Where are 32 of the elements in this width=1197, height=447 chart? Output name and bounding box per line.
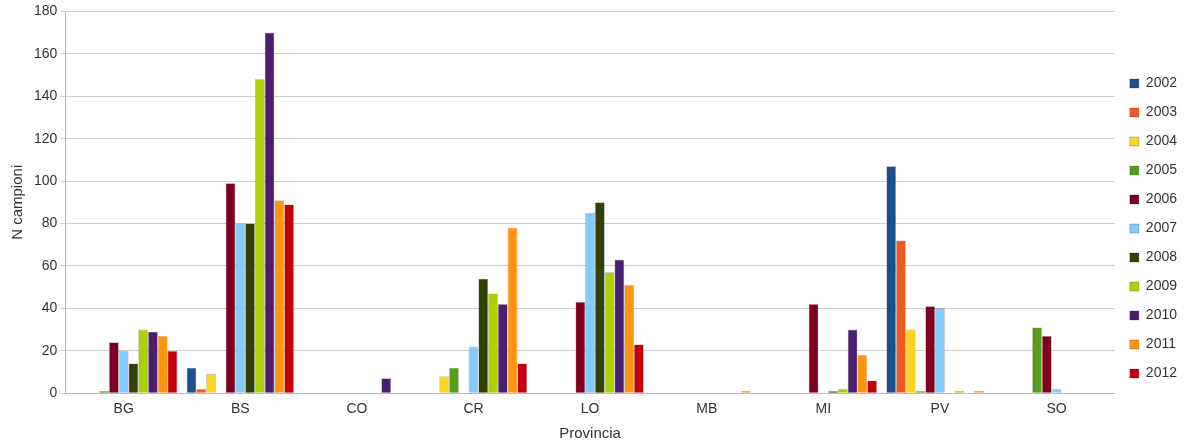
x-tick-label: SO bbox=[1046, 400, 1067, 417]
x-axis-title: Provincia bbox=[559, 424, 622, 442]
y-tick-label: 120 bbox=[34, 129, 58, 146]
y-tick-label: 140 bbox=[34, 87, 58, 104]
legend-label: 2006 bbox=[1145, 190, 1178, 207]
legend-label: 2002 bbox=[1145, 74, 1178, 91]
y-axis-title: N campioni bbox=[8, 164, 26, 240]
legend-label: 2007 bbox=[1145, 219, 1178, 236]
x-tick-label: BS bbox=[230, 400, 250, 417]
x-tick-label: CO bbox=[346, 400, 368, 417]
y-tick-label: 80 bbox=[41, 214, 58, 231]
legend-label: 2003 bbox=[1145, 103, 1178, 120]
legend-label: 2004 bbox=[1145, 132, 1178, 149]
y-tick-label: 40 bbox=[41, 299, 58, 316]
y-tick-label: 0 bbox=[49, 384, 58, 401]
y-tick-label: 180 bbox=[34, 2, 58, 19]
x-tick-label: CR bbox=[463, 400, 484, 417]
y-tick-label: 60 bbox=[41, 256, 58, 273]
legend-label: 2009 bbox=[1145, 277, 1178, 294]
legend-label: 2011 bbox=[1145, 335, 1177, 352]
x-tick-label: BG bbox=[113, 400, 134, 417]
x-tick-label: PV bbox=[930, 400, 950, 417]
x-tick-label: MI bbox=[815, 400, 832, 417]
legend-label: 2010 bbox=[1145, 306, 1178, 323]
y-tick-label: 100 bbox=[34, 171, 58, 188]
legend-label: 2005 bbox=[1145, 161, 1178, 178]
x-tick-label: LO bbox=[580, 400, 600, 417]
legend-label: 2008 bbox=[1145, 248, 1178, 265]
y-tick-label: 160 bbox=[34, 44, 58, 61]
legend-label: 2012 bbox=[1145, 364, 1178, 381]
x-tick-label: MB bbox=[696, 400, 718, 417]
y-tick-label: 20 bbox=[41, 341, 58, 358]
